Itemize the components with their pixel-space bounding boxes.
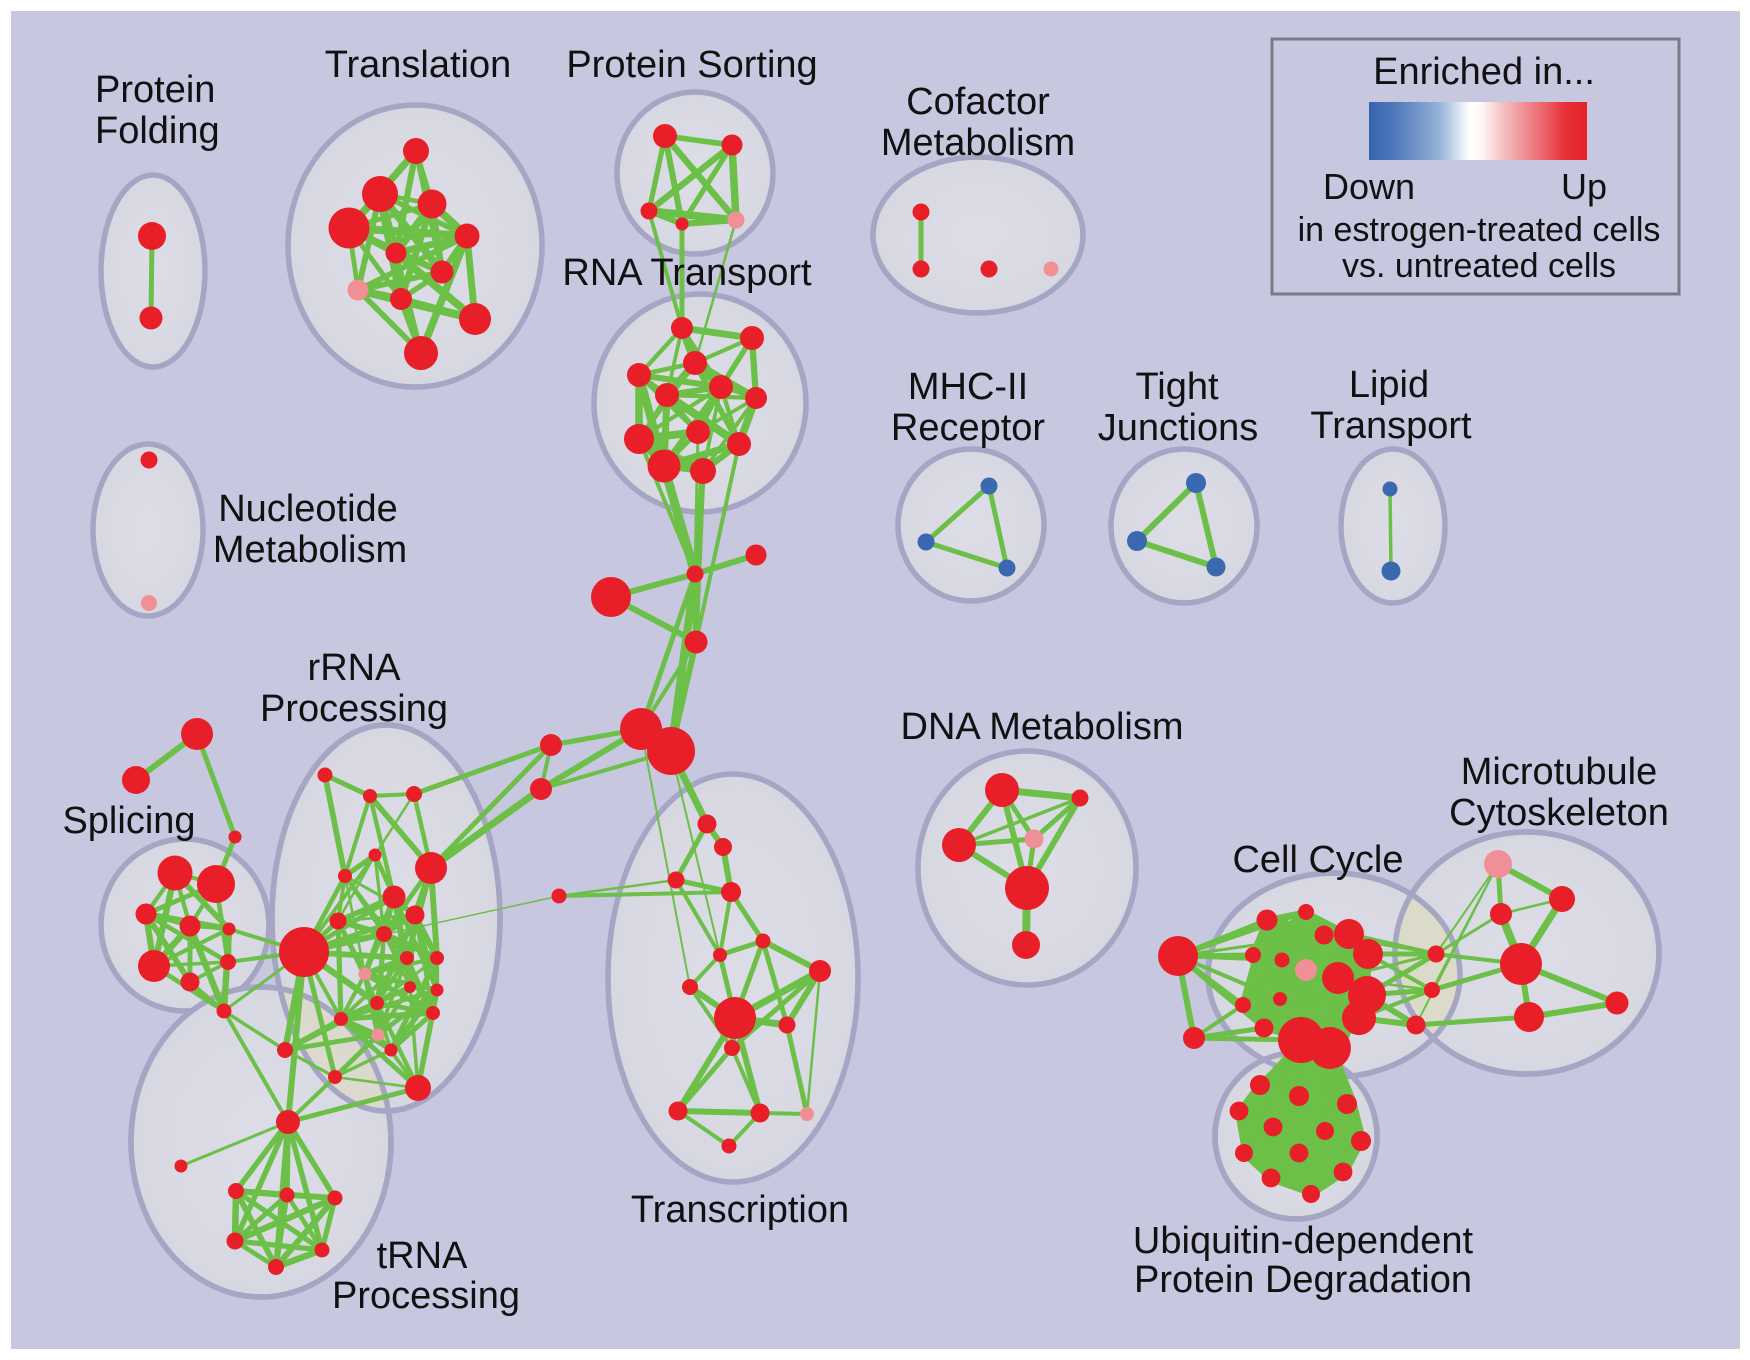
svg-text:Metabolism: Metabolism xyxy=(881,122,1075,164)
svg-text:Protein: Protein xyxy=(95,69,215,111)
svg-text:Metabolism: Metabolism xyxy=(213,529,407,571)
svg-text:Cytoskeleton: Cytoskeleton xyxy=(1449,792,1669,834)
svg-text:Down: Down xyxy=(1323,166,1415,207)
svg-text:tRNA: tRNA xyxy=(377,1235,468,1277)
svg-text:rRNA: rRNA xyxy=(308,647,402,689)
svg-text:Receptor: Receptor xyxy=(891,407,1046,449)
svg-text:Processing: Processing xyxy=(260,688,448,730)
svg-text:Splicing: Splicing xyxy=(62,800,195,842)
svg-text:DNA Metabolism: DNA Metabolism xyxy=(901,706,1184,748)
svg-text:Lipid: Lipid xyxy=(1349,364,1429,406)
svg-text:MHC-II: MHC-II xyxy=(908,366,1028,408)
svg-text:Transport: Transport xyxy=(1310,405,1472,447)
svg-text:Folding: Folding xyxy=(95,110,220,152)
svg-text:Protein Degradation: Protein Degradation xyxy=(1134,1259,1472,1301)
svg-text:vs. untreated cells: vs. untreated cells xyxy=(1342,247,1616,285)
svg-text:in estrogen-treated cells: in estrogen-treated cells xyxy=(1298,211,1661,249)
svg-text:Nucleotide: Nucleotide xyxy=(218,488,398,530)
svg-text:Enriched in...: Enriched in... xyxy=(1373,51,1595,93)
svg-text:Translation: Translation xyxy=(325,44,512,86)
svg-text:Cofactor: Cofactor xyxy=(906,81,1050,123)
svg-text:Processing: Processing xyxy=(332,1275,520,1317)
svg-text:Up: Up xyxy=(1561,166,1607,207)
svg-text:Junctions: Junctions xyxy=(1098,407,1259,449)
svg-text:Cell Cycle: Cell Cycle xyxy=(1232,839,1403,881)
svg-text:RNA Transport: RNA Transport xyxy=(562,252,812,294)
svg-text:Tight: Tight xyxy=(1135,366,1219,408)
svg-text:Ubiquitin-dependent: Ubiquitin-dependent xyxy=(1133,1220,1474,1262)
svg-text:Microtubule: Microtubule xyxy=(1461,751,1657,793)
svg-text:Transcription: Transcription xyxy=(631,1189,849,1231)
svg-text:Protein Sorting: Protein Sorting xyxy=(566,44,817,86)
